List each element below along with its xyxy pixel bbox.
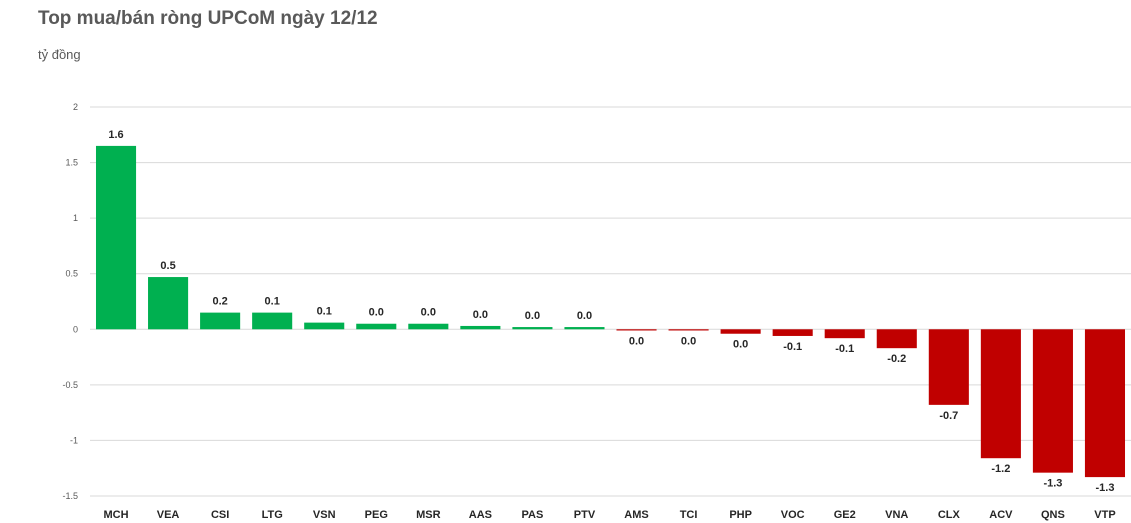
data-label: 0.0 [525,310,540,322]
category-label: VSN [313,509,336,521]
category-label: PHP [729,509,752,521]
category-label: AAS [469,509,492,521]
data-label: 0.5 [160,260,175,272]
y-tick-label: 0.5 [65,269,78,279]
data-label: 0.1 [265,296,280,308]
y-tick-label: 0 [73,324,78,334]
data-label: 0.0 [733,339,748,351]
bar-ams [616,329,657,331]
category-label: VTP [1094,509,1115,521]
data-label: 0.2 [212,296,227,308]
bar-acv [980,329,1021,459]
data-labels: 1.6 0.5 0.2 0.1 0.1 0.0 0.0 0.0 0.0 0.0 0.0 0.0 0.0 -… [108,129,1114,494]
data-label: 0.0 [577,310,592,322]
category-label: MSR [416,509,441,521]
data-label: 0.0 [629,335,644,347]
bar-peg [356,323,397,330]
bar-php [720,329,761,334]
bar-mch [95,145,137,330]
bar-pas [512,327,553,330]
bar-msr [408,323,449,330]
category-label: PAS [522,509,544,521]
bar-tci [668,329,709,331]
bar-vna [876,329,917,349]
data-label: -1.2 [991,463,1010,475]
category-label: CLX [938,509,961,521]
category-label: TCI [680,509,698,521]
data-label: 0.0 [421,307,436,319]
bars [95,145,1126,478]
bar-vea [148,277,189,330]
category-label: VOC [781,509,805,521]
category-label: MCH [103,509,128,521]
category-label: AMS [624,509,648,521]
y-tick-label: -1.5 [62,491,78,501]
category-label: VEA [157,509,180,521]
chart-unit-label: tỷ đồng [38,47,81,62]
category-label: ACV [989,509,1013,521]
bar-vsn [304,322,345,330]
bar-ltg [252,312,293,330]
category-label: QNS [1041,509,1065,521]
x-axis-categories: MCH VEA CSI LTG VSN PEG MSR AAS PAS PTV AMS TCI PHP V… [103,509,1115,521]
bar-csi [200,312,241,330]
bar-aas [460,325,501,330]
bar-ptv [564,327,605,330]
y-tick-label: 1 [73,213,78,223]
data-label: 0.0 [681,335,696,347]
data-label: -0.2 [887,353,906,365]
data-label: -0.7 [939,410,958,422]
bar-qns [1032,329,1073,473]
category-label: LTG [262,509,283,521]
category-label: PTV [574,509,596,521]
category-label: CSI [211,509,229,521]
bar-voc [772,329,813,336]
data-label: -0.1 [835,343,854,355]
bar-vtp [1084,329,1126,478]
data-label: 0.0 [369,307,384,319]
y-tick-label: -1 [70,435,78,445]
y-tick-label: 2 [73,102,78,112]
y-axis-ticks: 2 1.5 1 0.5 0 -0.5 -1 -1.5 [62,102,78,501]
data-label: 0.1 [317,306,332,318]
gridlines [90,106,1131,497]
y-tick-label: 1.5 [65,158,78,168]
category-label: VNA [885,509,908,521]
data-label: 0.0 [473,309,488,321]
bar-clx [928,329,969,405]
category-label: GE2 [834,509,856,521]
data-label: 1.6 [108,129,123,141]
category-label: PEG [365,509,388,521]
y-tick-label: -0.5 [62,380,78,390]
data-label: -0.1 [783,341,802,353]
bar-ge2 [824,329,865,339]
chart-title: Top mua/bán ròng UPCoM ngày 12/12 [38,8,378,29]
data-label: -1.3 [1095,482,1114,494]
data-label: -1.3 [1043,478,1062,490]
